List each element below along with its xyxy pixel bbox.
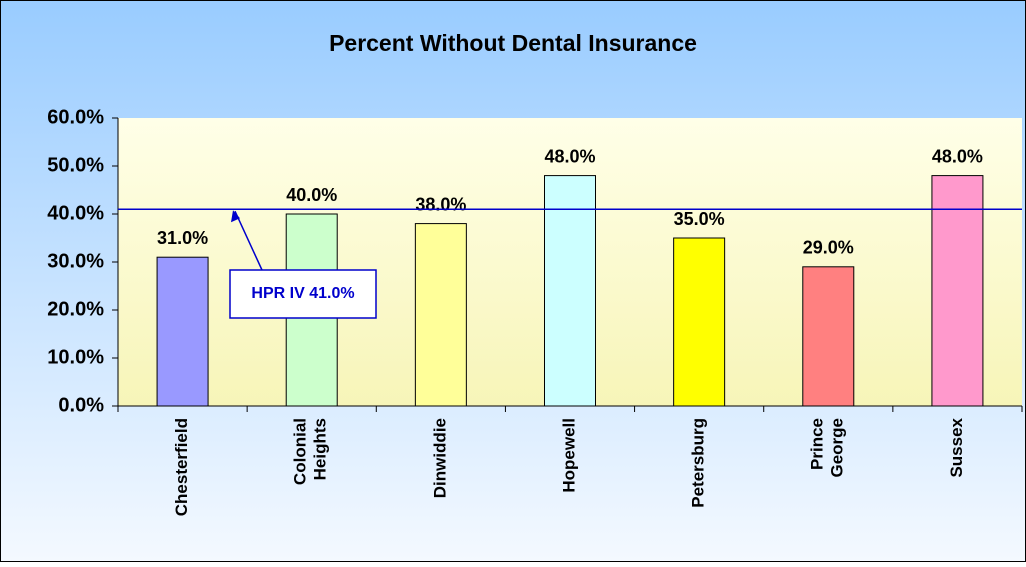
y-tick-label: 20.0%: [47, 298, 104, 320]
bar: [156, 256, 209, 407]
bar: [414, 223, 467, 407]
chart-title: Percent Without Dental Insurance: [329, 30, 697, 56]
annotation-arrow: [234, 210, 263, 271]
value-label: 31.0%: [157, 228, 208, 248]
annotation-label: HPR IV 41.0%: [251, 285, 354, 302]
y-tick-label: 10.0%: [47, 346, 104, 368]
bar: [931, 175, 984, 407]
x-tick-label: Hopewell: [559, 418, 578, 493]
y-tick-label: 30.0%: [47, 250, 104, 272]
x-tick-label: PrinceGeorge: [808, 418, 847, 478]
value-label: 29.0%: [803, 238, 854, 258]
bar: [544, 175, 596, 407]
value-label: 48.0%: [932, 146, 983, 166]
x-tick-label: Sussex: [947, 417, 966, 477]
x-tick-label: Dinwiddie: [430, 418, 449, 498]
bar: [802, 266, 855, 407]
bar: [673, 237, 726, 407]
annotation-box: [229, 269, 377, 319]
y-tick-label: 0.0%: [58, 394, 104, 416]
x-tick-label: Chesterfield: [172, 418, 191, 516]
y-tick-label: 50.0%: [47, 154, 104, 176]
y-tick-label: 60.0%: [47, 106, 104, 128]
value-label: 35.0%: [674, 209, 725, 229]
value-label: 38.0%: [415, 194, 466, 214]
x-tick-label: Petersburg: [689, 418, 708, 508]
value-label: 40.0%: [286, 185, 337, 205]
value-label: 48.0%: [544, 146, 595, 166]
y-tick-label: 40.0%: [47, 202, 104, 224]
x-tick-label: ColonialHeights: [291, 418, 330, 485]
arrow-head: [231, 210, 240, 223]
